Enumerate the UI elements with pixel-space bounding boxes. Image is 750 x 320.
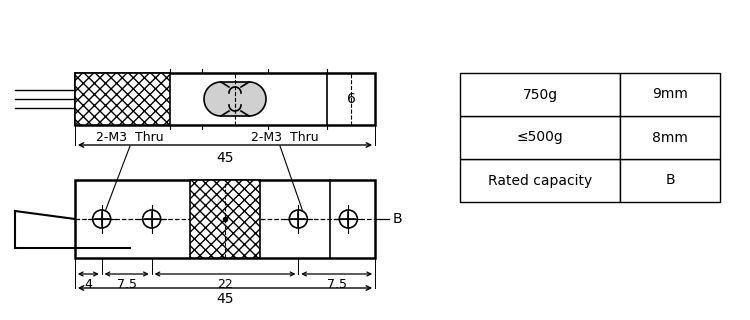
Circle shape xyxy=(232,82,266,116)
Bar xyxy=(75,180,375,258)
Circle shape xyxy=(93,210,111,228)
Bar xyxy=(75,73,170,125)
Bar xyxy=(190,180,260,258)
Text: 6: 6 xyxy=(346,92,355,106)
Bar xyxy=(460,159,620,202)
Text: 9mm: 9mm xyxy=(652,87,688,101)
Text: 45: 45 xyxy=(216,292,234,306)
Circle shape xyxy=(290,210,308,228)
Circle shape xyxy=(204,82,238,116)
Bar xyxy=(620,116,720,159)
Circle shape xyxy=(339,210,357,228)
Bar xyxy=(620,73,720,116)
Text: 2-M3  Thru: 2-M3 Thru xyxy=(251,131,319,144)
Bar xyxy=(75,73,170,125)
Text: 7.5: 7.5 xyxy=(327,278,346,291)
Text: B: B xyxy=(665,173,675,188)
Bar xyxy=(75,73,375,125)
Text: 22: 22 xyxy=(217,278,233,291)
Text: 45: 45 xyxy=(216,151,234,165)
Circle shape xyxy=(142,210,160,228)
Bar xyxy=(190,180,260,258)
Text: B: B xyxy=(393,212,403,226)
Text: 750g: 750g xyxy=(523,87,557,101)
Text: 2-M3  Thru: 2-M3 Thru xyxy=(96,131,164,144)
Bar xyxy=(460,116,620,159)
Bar xyxy=(221,82,249,116)
Bar xyxy=(620,159,720,202)
Text: 4: 4 xyxy=(85,278,92,291)
Text: ≤500g: ≤500g xyxy=(517,131,563,145)
Text: 8mm: 8mm xyxy=(652,131,688,145)
Text: 7.5: 7.5 xyxy=(117,278,136,291)
Text: Rated capacity: Rated capacity xyxy=(488,173,592,188)
Bar xyxy=(460,73,620,116)
